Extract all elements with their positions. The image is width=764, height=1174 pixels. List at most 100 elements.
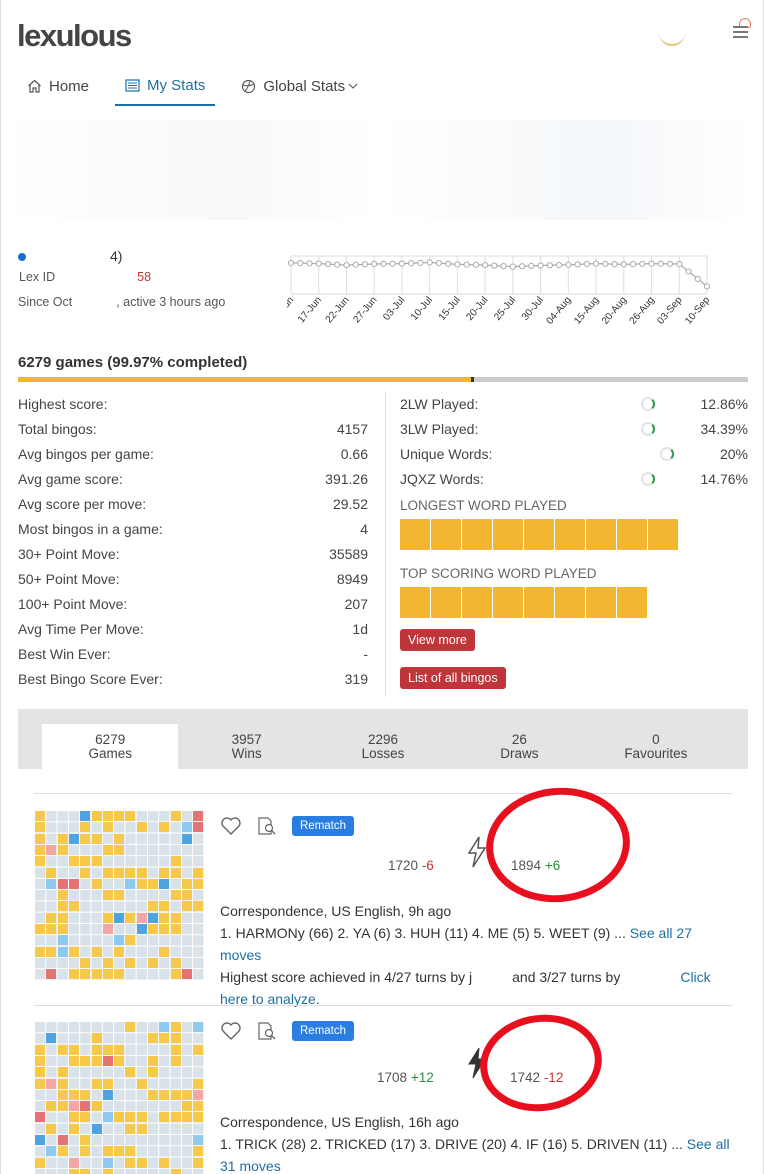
premium-square (193, 1022, 204, 1032)
tab-count: 3957 (231, 732, 262, 747)
tab-losses[interactable]: 2296 Losses (315, 724, 451, 769)
nav-global-stats[interactable]: Global Stats (231, 66, 375, 106)
premium-square (136, 912, 147, 923)
board-tile (80, 822, 91, 833)
game-card[interactable]: Rematch 1720 -6 1894 +6 Correspondence, … (34, 780, 732, 1007)
board-tile (170, 912, 181, 923)
data-point (611, 261, 618, 268)
view-more-button[interactable]: View more (400, 629, 475, 651)
premium-square (193, 1135, 204, 1145)
see-all-moves-link[interactable]: See all 31 moves (220, 1136, 730, 1174)
board-tile (80, 1168, 91, 1174)
premium-square (68, 878, 79, 889)
premium-square (68, 1101, 79, 1112)
board-tile (170, 890, 181, 901)
user-avatar[interactable] (659, 24, 685, 46)
nav-home[interactable]: Home (17, 66, 99, 106)
stat-label: 100+ Point Move: (18, 595, 128, 612)
board-tile (102, 1078, 113, 1089)
heart-icon[interactable] (220, 1021, 242, 1041)
tab-count: 2296 (367, 732, 399, 747)
board-tile (102, 844, 113, 855)
completion-progress-bar (18, 377, 748, 382)
x-tick-label: 22-Jun (324, 295, 352, 325)
list-bingos-button[interactable]: List of all bingos (400, 667, 506, 689)
premium-square (102, 1157, 113, 1168)
board-tile (35, 856, 45, 867)
board-tile (181, 1089, 192, 1100)
tab-favourites[interactable]: 0 Favourites (588, 724, 724, 769)
game-card[interactable]: Rematch 1708 +12 1742 -12 Correspondence… (34, 1006, 732, 1174)
letter-tile (648, 519, 678, 550)
game-board[interactable] (34, 1021, 204, 1174)
stat-value: 29.52 (332, 495, 368, 512)
board-tile (170, 1168, 181, 1174)
tab-draws[interactable]: 26 Draws (451, 724, 587, 769)
stat-label: Best Win Ever: (18, 645, 111, 662)
board-tile (193, 1044, 204, 1055)
data-point (629, 261, 637, 268)
premium-square (46, 878, 57, 889)
heart-icon[interactable] (220, 816, 242, 836)
premium-square (46, 844, 57, 855)
profile-name: 4) (18, 248, 122, 264)
data-point (648, 260, 655, 267)
board-tile (170, 924, 181, 934)
board-tile (159, 822, 170, 833)
x-tick-label: 04-Aug (544, 295, 573, 327)
rematch-button[interactable]: Rematch (292, 1021, 355, 1041)
data-point (297, 259, 304, 267)
x-tick-label: 20-Jul (464, 295, 490, 323)
premium-square (102, 1055, 113, 1066)
premium-square (159, 878, 170, 889)
lexulous-logo[interactable]: lexulous (17, 18, 132, 53)
stat-value: 391.26 (325, 470, 368, 487)
game-board[interactable] (34, 810, 204, 980)
premium-square (102, 1112, 113, 1123)
board-tile (114, 946, 125, 957)
stat-value: - (363, 645, 368, 662)
hamburger-menu-icon[interactable] (733, 26, 748, 38)
data-point (371, 260, 378, 268)
red-circle-annotation (480, 780, 636, 910)
board-tile (114, 833, 125, 844)
board-tile (46, 1123, 57, 1134)
analyze-icon[interactable] (256, 816, 278, 836)
analyze-link[interactable]: Click here to analyze. (220, 969, 711, 1007)
board-tile (57, 1078, 68, 1089)
profile-name-text: 4) (110, 248, 123, 264)
premium-square (57, 878, 68, 889)
list-icon (125, 78, 140, 92)
highest-text-b: and 3/27 turns by (512, 969, 621, 985)
letter-tile (586, 519, 616, 550)
board-tile (148, 924, 158, 934)
board-tile (35, 822, 45, 833)
see-all-moves-link[interactable]: See all 27 moves (220, 925, 693, 963)
data-point (306, 260, 313, 267)
rematch-button[interactable]: Rematch (292, 816, 355, 836)
board-tile (46, 912, 57, 923)
stat-label: 3LW Played: (400, 420, 479, 437)
data-point (694, 275, 701, 283)
tab-games[interactable]: 6279 Games (42, 724, 179, 769)
board-tile (193, 878, 204, 889)
board-tile (91, 856, 102, 867)
tab-wins[interactable]: 3957 Wins (178, 724, 314, 769)
letter-tile (400, 519, 430, 550)
red-circle-annotation (473, 1006, 609, 1120)
x-tick-label: 30-Jul (520, 295, 546, 323)
board-tile (68, 856, 79, 867)
premium-square (46, 1033, 57, 1044)
game-info: Correspondence, US English, 16h ago (220, 1114, 459, 1130)
analyze-icon[interactable] (256, 1021, 278, 1041)
board-tile (136, 1157, 147, 1168)
stat-value: 20% (719, 445, 748, 462)
board-tile (46, 1101, 57, 1112)
letter-tile (462, 587, 492, 618)
nav-home-label: Home (49, 77, 90, 95)
data-point (537, 262, 544, 269)
nav-my-stats[interactable]: My Stats (115, 66, 216, 106)
board-tile (68, 969, 79, 980)
premium-square (159, 1022, 170, 1032)
main-nav: Home My Stats Global Stats (17, 66, 391, 106)
